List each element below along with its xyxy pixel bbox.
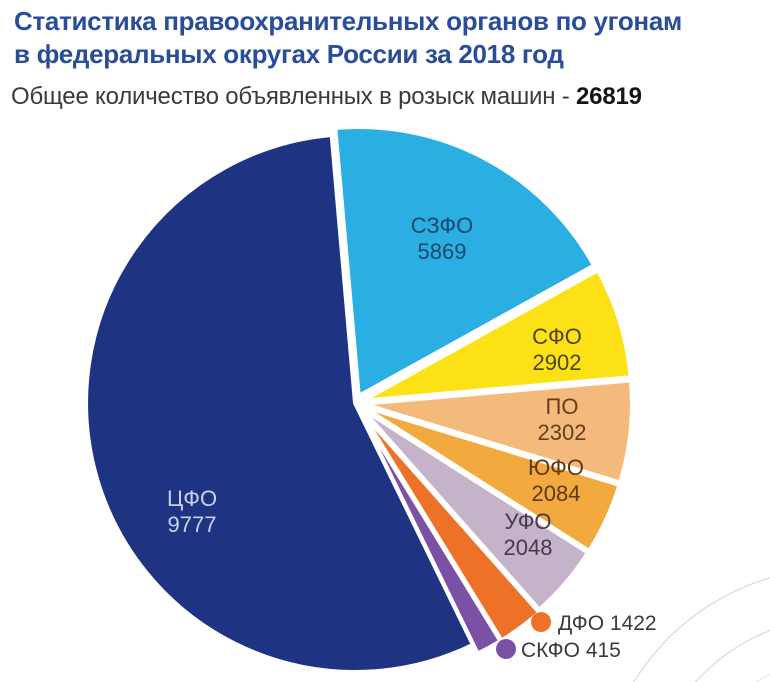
- legend-label-СКФО: СКФО 415: [521, 639, 621, 662]
- legend-dot-ДФО: [531, 612, 551, 632]
- legend-label-ДФО: ДФО 1422: [558, 612, 657, 635]
- legend-dot-СКФО: [496, 639, 516, 659]
- slice-label-СЗФО: СЗФО 5869: [411, 213, 474, 264]
- total-wanted-label: Общее количество объявленных в розыск ма…: [11, 83, 577, 110]
- pie-slice-ПО: [361, 378, 634, 485]
- slice-label-ПО: ПО 2302: [538, 394, 587, 445]
- slice-label-СФО: СФО 2902: [532, 324, 582, 375]
- slice-label-ЮФО: ЮФО 2084: [528, 455, 584, 506]
- pie-slice-СФО: [360, 268, 633, 403]
- pie-slice-ЦФО: [84, 133, 475, 674]
- page-title: Статистика правоохранительных органов по…: [14, 5, 682, 71]
- page-title-line2: в федеральных округах России за 2018 год: [14, 39, 564, 69]
- total-wanted-value: 26819: [576, 83, 642, 110]
- pie-slice-ЮФО: [360, 404, 622, 553]
- slice-label-ЦФО: ЦФО 9777: [167, 486, 217, 537]
- pie-slice-СЗФО: [333, 124, 596, 398]
- total-wanted-line: Общее количество объявленных в розыск ма…: [11, 83, 642, 111]
- slice-label-УФО: УФО 2048: [504, 509, 553, 560]
- page-title-line1: Статистика правоохранительных органов по…: [14, 6, 682, 36]
